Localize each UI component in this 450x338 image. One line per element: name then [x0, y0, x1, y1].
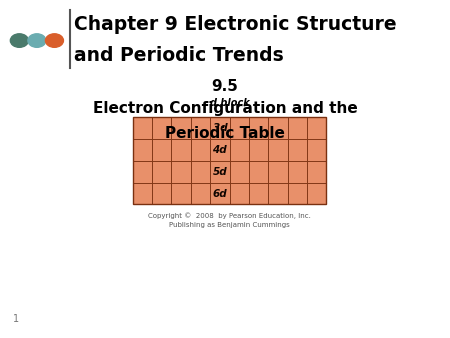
Bar: [288, 161, 307, 183]
Bar: [133, 117, 152, 139]
Bar: [307, 183, 326, 204]
Circle shape: [10, 34, 28, 47]
Bar: [230, 183, 249, 204]
Bar: [288, 117, 307, 139]
Circle shape: [28, 34, 46, 47]
Bar: [171, 161, 191, 183]
Bar: [288, 183, 307, 204]
Bar: [191, 183, 210, 204]
Text: 6d: 6d: [212, 189, 227, 198]
Text: 1: 1: [13, 314, 19, 324]
Bar: [268, 117, 288, 139]
Bar: [152, 117, 171, 139]
Text: Electron Configuration and the: Electron Configuration and the: [93, 101, 357, 116]
Bar: [171, 183, 191, 204]
Bar: [152, 161, 171, 183]
Bar: [171, 139, 191, 161]
Bar: [210, 161, 230, 183]
Bar: [191, 161, 210, 183]
Text: Copyright ©  2008  by Pearson Education, Inc.
Publishing as Benjamin Cummings: Copyright © 2008 by Pearson Education, I…: [148, 212, 311, 227]
Bar: [152, 139, 171, 161]
Text: d block: d block: [210, 98, 249, 108]
Bar: [191, 117, 210, 139]
Bar: [171, 117, 191, 139]
Bar: [133, 161, 152, 183]
Circle shape: [45, 34, 63, 47]
Bar: [230, 161, 249, 183]
Bar: [133, 139, 152, 161]
Bar: [133, 117, 326, 204]
Bar: [307, 139, 326, 161]
Text: 5d: 5d: [212, 167, 227, 176]
Text: Chapter 9 Electronic Structure: Chapter 9 Electronic Structure: [74, 15, 397, 34]
Bar: [210, 139, 230, 161]
Bar: [191, 139, 210, 161]
Bar: [230, 117, 249, 139]
Bar: [152, 183, 171, 204]
Bar: [249, 139, 268, 161]
Bar: [133, 183, 152, 204]
Bar: [210, 183, 230, 204]
Text: 4d: 4d: [212, 145, 227, 154]
Text: and Periodic Trends: and Periodic Trends: [74, 46, 284, 65]
Text: 9.5: 9.5: [212, 79, 239, 94]
Text: Periodic Table: Periodic Table: [165, 126, 285, 141]
Bar: [210, 117, 230, 139]
Bar: [268, 183, 288, 204]
Bar: [268, 161, 288, 183]
Bar: [268, 139, 288, 161]
Bar: [249, 117, 268, 139]
Bar: [249, 161, 268, 183]
Bar: [249, 183, 268, 204]
Bar: [307, 161, 326, 183]
Bar: [230, 139, 249, 161]
Text: 3d: 3d: [212, 123, 227, 132]
Bar: [288, 139, 307, 161]
Bar: [307, 117, 326, 139]
